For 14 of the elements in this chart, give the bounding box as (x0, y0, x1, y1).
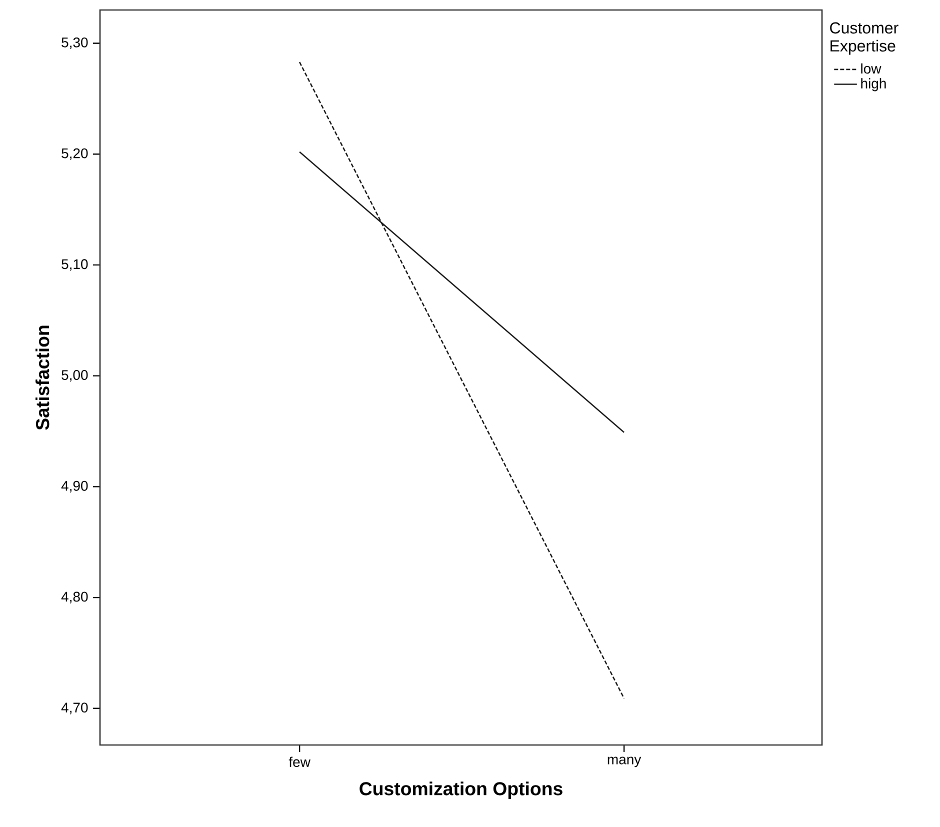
y-tick-label: 5,10 (62, 259, 88, 271)
x-tick-label: many (608, 756, 642, 768)
x-tick-label: few (288, 756, 310, 767)
legend-label: low (861, 63, 882, 74)
y-tick-label: 4,90 (61, 480, 88, 492)
legend-title: Customer Expertise (830, 22, 898, 55)
x-axis-title: Customization Options (360, 782, 562, 800)
y-tick-label: 4,80 (61, 592, 88, 604)
y-tick-label: 5,00 (62, 370, 88, 382)
y-tick-label: 5,20 (62, 148, 88, 160)
y-tick-label: 4,70 (61, 702, 88, 714)
y-tick-label: 5,30 (62, 37, 88, 50)
y-axis-title: Satisfaction (36, 326, 50, 430)
legend-label: high (861, 78, 886, 92)
